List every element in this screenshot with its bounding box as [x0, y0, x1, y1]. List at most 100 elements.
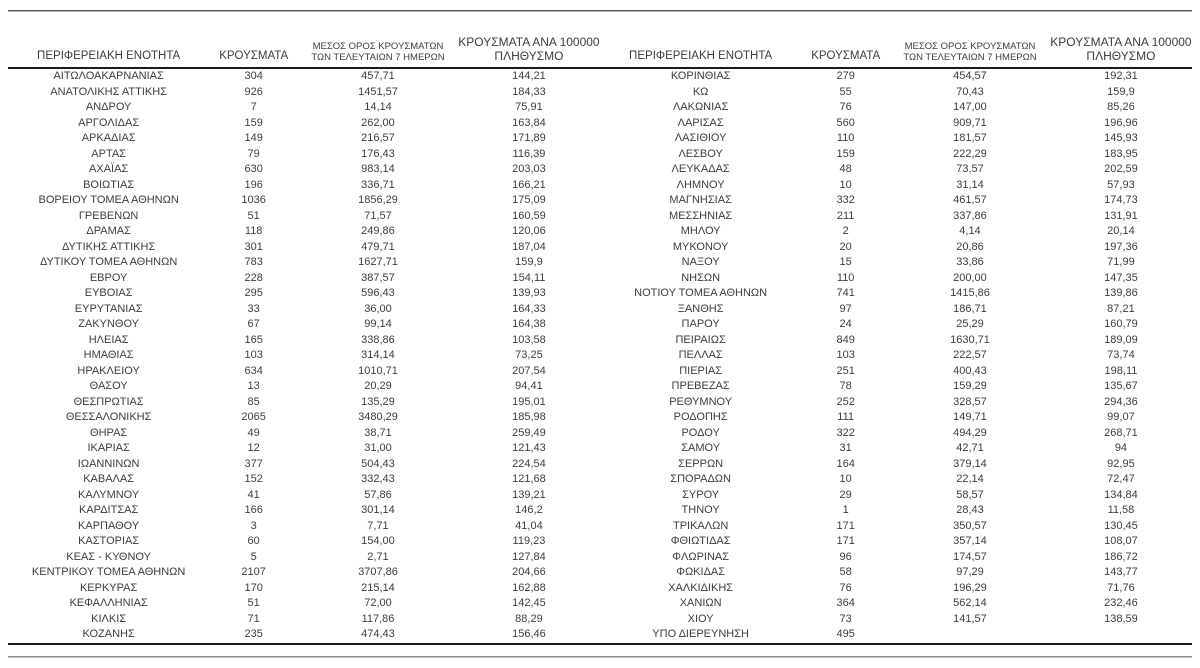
right-table-panel: ΠΕΡΙΦΕΡΕΙΑΚΗ ΕΝΟΤΗΤΑ ΚΡΟΥΣΜΑΤΑ ΜΕΣΟΣ ΟΡΟ… [600, 12, 1192, 645]
cases-cell: 71 [247, 612, 260, 625]
cases-cell: 20 [839, 240, 852, 253]
region-cell: ΚΟΖΑΝΗΣ [82, 628, 135, 640]
column-header-per100k-line1: ΚΡΟΥΣΜΑΤΑ ΑΝΑ 100000 [458, 35, 600, 49]
cases-cell: 849 [836, 333, 855, 346]
table-row: ΑΧΑΪΑΣ 630 983,14 203,03 [8, 162, 600, 178]
cases-cell: 560 [836, 116, 855, 129]
avg7-cell: 28,43 [956, 504, 984, 516]
region-cell: ΑΡΓΟΛΙΔΑΣ [78, 116, 140, 129]
per100k-cell: 268,71 [1104, 426, 1138, 439]
region-cell: ΓΡΕΒΕΝΩΝ [78, 209, 139, 222]
cases-cell: 741 [836, 287, 855, 299]
table-row: ΘΑΣΟΥ 13 20,29 94,41 [8, 379, 600, 395]
avg7-cell: 159,29 [953, 380, 987, 392]
cases-cell: 110 [836, 132, 855, 144]
avg7-cell: 983,14 [361, 163, 395, 175]
table-row: ΛΗΜΝΟΥ 10 31,14 57,93 [600, 178, 1192, 194]
table-row: ΙΚΑΡΙΑΣ 12 31,00 121,43 [8, 441, 600, 457]
cases-cell: 171 [836, 519, 855, 532]
cases-cell: 76 [839, 581, 852, 594]
cases-cell: 196 [244, 178, 263, 191]
avg7-cell: 31,14 [956, 178, 984, 191]
cases-cell: 67 [247, 318, 260, 330]
cases-cell: 783 [244, 256, 263, 268]
cases-cell: 2107 [241, 566, 266, 578]
region-cell: ΑΡΤΑΣ [91, 147, 126, 160]
table-row: ΑΝΑΤΟΛΙΚΗΣ ΑΤΤΙΚΗΣ 926 1451,57 184,33 [8, 85, 600, 101]
per100k-cell: 120,06 [512, 225, 546, 237]
avg7-cell: 562,14 [953, 597, 987, 609]
per100k-cell: 154,11 [512, 271, 546, 284]
region-cell: ΘΑΣΟΥ [89, 380, 128, 392]
cases-cell: 15 [839, 256, 852, 268]
avg7-cell: 25,29 [956, 318, 984, 330]
per100k-cell: 163,84 [512, 116, 546, 129]
per100k-cell: 92,95 [1107, 457, 1135, 470]
per100k-cell: 145,93 [1104, 132, 1138, 144]
region-cell: ΗΛΕΙΑΣ [88, 333, 129, 346]
cases-cell: 110 [836, 271, 855, 284]
avg7-cell: 22,14 [956, 473, 984, 485]
table-row: ΘΗΡΑΣ 49 38,71 259,49 [8, 426, 600, 442]
cases-cell: 33 [247, 302, 260, 315]
avg7-cell: 4,14 [959, 225, 981, 237]
per100k-cell: 121,68 [512, 473, 546, 485]
column-header-avg7: ΜΕΣΟΣ ΟΡΟΣ ΚΡΟΥΣΜΑΤΩΝ ΤΩΝ ΤΕΛΕΥΤΑΙΩΝ 7 Η… [890, 12, 1050, 68]
table-row: ΚΑΡΠΑΘΟΥ 3 7,71 41,04 [8, 519, 600, 535]
avg7-cell: 332,43 [361, 473, 395, 485]
cases-cell: 24 [839, 318, 852, 330]
avg7-cell: 379,14 [953, 457, 987, 470]
region-cell: ΜΕΣΣΗΝΙΑΣ [669, 209, 733, 222]
cases-cell: 2 [842, 225, 849, 237]
avg7-cell: 174,57 [953, 550, 987, 563]
per100k-cell: 196,96 [1104, 116, 1138, 129]
per100k-cell: 186,72 [1104, 550, 1138, 563]
column-header-region: ΠΕΡΙΦΕΡΕΙΑΚΗ ΕΝΟΤΗΤΑ [629, 50, 773, 62]
region-cell: ΠΕΙΡΑΙΩΣ [675, 333, 726, 346]
avg7-cell: 176,43 [361, 147, 395, 160]
per100k-cell: 198,11 [1104, 364, 1138, 377]
cases-cell: 228 [244, 271, 263, 284]
region-cell: ΠΙΕΡΙΑΣ [679, 364, 723, 377]
table-row: ΑΡΚΑΔΙΑΣ 149 216,57 171,89 [8, 131, 600, 147]
table-row: ΧΑΝΙΩΝ 364 562,14 232,46 [600, 596, 1192, 612]
cases-cell: 304 [244, 70, 263, 82]
per100k-cell: 94,41 [515, 380, 543, 392]
cases-cell: 3 [250, 519, 257, 532]
avg7-cell: 58,57 [956, 488, 984, 501]
column-header-region: ΠΕΡΙΦΕΡΕΙΑΚΗ ΕΝΟΤΗΤΑ [37, 50, 181, 62]
per100k-cell: 197,36 [1104, 240, 1138, 253]
avg7-cell: 454,57 [953, 70, 987, 82]
tables-container: ΠΕΡΙΦΕΡΕΙΑΚΗ ΕΝΟΤΗΤΑ ΚΡΟΥΣΜΑΤΑ ΜΕΣΟΣ ΟΡΟ… [8, 12, 1192, 645]
cases-cell: 78 [839, 380, 852, 392]
region-cell: ΧΑΝΙΩΝ [679, 597, 722, 609]
region-cell: ΛΑΡΙΣΑΣ [677, 116, 724, 129]
region-cell: ΘΕΣΣΑΛΟΝΙΚΗΣ [65, 411, 152, 423]
region-cell: ΠΡΕΒΕΖΑΣ [671, 380, 730, 392]
cases-cell: 159 [244, 116, 263, 129]
table-row: ΗΡΑΚΛΕΙΟΥ 634 1010,71 207,54 [8, 364, 600, 380]
table-row: ΚΑΣΤΟΡΙΑΣ 60 154,00 119,23 [8, 534, 600, 550]
avg7-cell: 70,43 [956, 85, 984, 98]
region-cell: ΣΕΡΡΩΝ [678, 457, 724, 470]
cases-cell: 7 [250, 101, 257, 113]
per100k-cell: 183,95 [1104, 147, 1138, 160]
cases-cell: 51 [247, 597, 260, 609]
per100k-cell: 73,74 [1107, 349, 1135, 361]
avg7-cell: 909,71 [953, 116, 987, 129]
per100k-cell: 232,46 [1104, 597, 1138, 609]
cases-cell: 251 [836, 364, 855, 377]
region-cell: ΘΗΡΑΣ [90, 426, 128, 439]
cases-cell: 76 [839, 101, 852, 113]
left-table-panel: ΠΕΡΙΦΕΡΕΙΑΚΗ ΕΝΟΤΗΤΑ ΚΡΟΥΣΜΑΤΑ ΜΕΣΟΣ ΟΡΟ… [8, 12, 600, 645]
per100k-cell: 142,45 [512, 597, 546, 609]
avg7-cell: 350,57 [953, 519, 987, 532]
region-cell: ΖΑΚΥΝΘΟΥ [78, 318, 140, 330]
per100k-cell: 139,21 [512, 488, 546, 501]
table-row: ΑΡΤΑΣ 79 176,43 116,39 [8, 147, 600, 163]
region-cell: ΦΘΙΩΤΙΔΑΣ [670, 535, 731, 547]
avg7-cell: 494,29 [953, 426, 987, 439]
region-cell: ΧΙΟΥ [687, 612, 714, 625]
table-row: ΤΗΝΟΥ 1 28,43 11,58 [600, 503, 1192, 519]
